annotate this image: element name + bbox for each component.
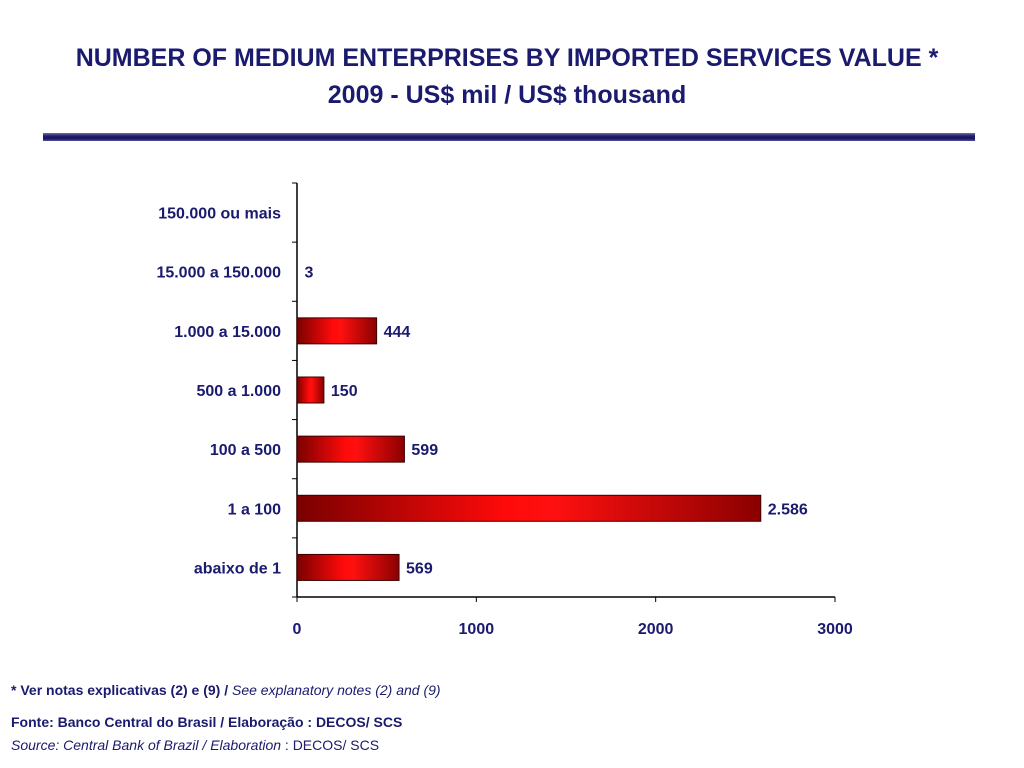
category-label: 100 a 500: [210, 442, 281, 459]
data-label: 599: [411, 442, 438, 459]
bar: [296, 494, 762, 522]
data-label: 3: [305, 265, 314, 282]
source-english-italic: Source: Central Bank of Brazil / Elabora…: [11, 737, 282, 753]
x-tick-label: 2000: [638, 621, 674, 638]
category-label: 15.000 a 150.000: [156, 265, 281, 282]
category-label: 150.000 ou mais: [158, 206, 281, 223]
x-tick-label: 3000: [817, 621, 853, 638]
x-tick-label: 0: [293, 621, 302, 638]
source-portuguese: Fonte: Banco Central do Brasil / Elabora…: [11, 714, 403, 730]
note-italic: See explanatory notes (2) and (9): [232, 682, 441, 698]
category-label: 1.000 a 15.000: [174, 324, 281, 341]
bar: [296, 376, 325, 404]
source-english: Source: Central Bank of Brazil / Elabora…: [11, 737, 379, 753]
data-label: 444: [384, 324, 411, 341]
note-bold: * Ver notas explicativas (2) e (9) /: [11, 682, 232, 698]
data-label: 2.586: [768, 501, 808, 518]
page-title: NUMBER OF MEDIUM ENTERPRISES BY IMPORTED…: [0, 40, 1014, 114]
x-tick-label: 1000: [459, 621, 495, 638]
data-label: 150: [331, 383, 358, 400]
category-label: abaixo de 1: [194, 560, 281, 577]
title-line-2: 2009 - US$ mil / US$ thousand: [327, 81, 687, 109]
title-line-1: NUMBER OF MEDIUM ENTERPRISES BY IMPORTED…: [75, 44, 939, 72]
bar: [296, 317, 378, 345]
category-label: 1 a 100: [228, 501, 281, 518]
data-label: 569: [406, 560, 433, 577]
explanatory-note: * Ver notas explicativas (2) e (9) / See…: [11, 682, 441, 698]
source-english-plain: : DECOS/ SCS: [281, 737, 380, 753]
bar: [296, 435, 405, 463]
bar: [296, 553, 400, 581]
title-divider: [43, 133, 975, 141]
category-label: 500 a 1.000: [196, 383, 281, 400]
